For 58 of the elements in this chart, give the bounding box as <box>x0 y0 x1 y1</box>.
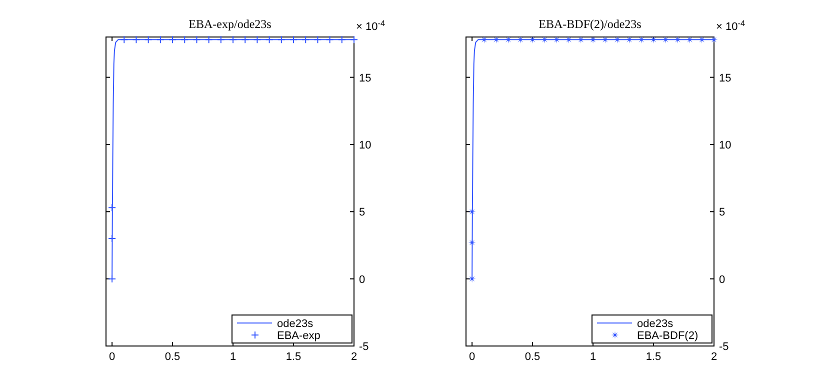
x-tick-label: 1.5 <box>286 351 302 363</box>
point <box>350 36 358 44</box>
point <box>168 36 177 44</box>
legend-label: EBA-exp <box>277 330 320 342</box>
text: × 10$^{-4}$ <box>356 18 386 33</box>
point <box>108 274 116 283</box>
point <box>108 204 116 212</box>
legend-label: ode23s <box>277 318 314 330</box>
point <box>302 36 310 44</box>
x-tick-label: 1 <box>590 351 596 363</box>
point <box>528 36 536 44</box>
point <box>338 36 346 44</box>
text: × 10$^{-4}$ <box>716 18 746 33</box>
point <box>326 36 334 44</box>
point <box>180 36 189 44</box>
point <box>468 238 476 246</box>
x-tick-label: 0 <box>108 351 116 363</box>
y-tick-label: 5 <box>719 206 726 219</box>
point <box>265 36 274 44</box>
point <box>144 36 152 44</box>
point <box>650 36 658 44</box>
x-tick-label: 0 <box>468 351 476 363</box>
point <box>229 36 238 44</box>
point <box>468 275 476 283</box>
point <box>253 36 262 44</box>
chart-title: EBA-exp/ode23s <box>188 17 272 31</box>
y-tick-label: 0 <box>359 274 366 286</box>
x-tick-label: 1 <box>230 351 236 363</box>
y-tick-label: 10 <box>359 139 372 152</box>
y-tick-label: -5 <box>719 341 729 353</box>
point <box>192 36 201 44</box>
point <box>589 36 597 44</box>
point <box>290 36 298 44</box>
y-tick-label: 15 <box>359 72 372 84</box>
point <box>108 234 116 243</box>
legend-label: EBA-BDF(2) <box>637 330 698 342</box>
point <box>156 36 164 44</box>
y-tick-label: -5 <box>359 341 369 353</box>
point <box>241 36 250 44</box>
point <box>204 36 213 44</box>
x-tick-label: 0.5 <box>524 351 540 363</box>
y-tick-label: 5 <box>359 206 366 219</box>
point <box>216 36 225 44</box>
y-tick-label: 15 <box>719 72 732 84</box>
x-tick-label: 2 <box>710 351 718 363</box>
y-tick-label: 10 <box>719 139 732 152</box>
y-tick-label: 0 <box>719 274 726 286</box>
point <box>468 208 476 216</box>
legend-label: ode23s <box>637 318 674 330</box>
x-tick-label: 2 <box>350 351 358 363</box>
x-tick-label: 1.5 <box>646 351 662 363</box>
point <box>120 36 128 44</box>
x-tick-label: 0.5 <box>164 351 180 363</box>
point <box>314 36 322 44</box>
point <box>710 36 718 44</box>
chart-title: EBA-BDF(2)/ode23s <box>538 17 642 31</box>
point <box>277 36 286 44</box>
point <box>132 36 140 44</box>
